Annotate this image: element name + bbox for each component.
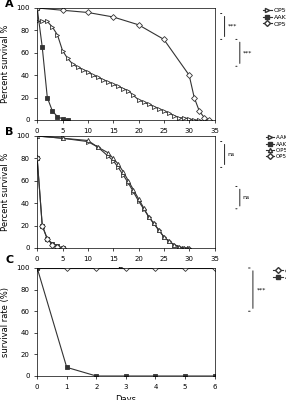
Text: B: B	[5, 127, 14, 137]
X-axis label: Day: Day	[118, 267, 134, 276]
Text: ns: ns	[228, 152, 235, 157]
Text: ***: ***	[243, 50, 252, 55]
Text: ***: ***	[257, 287, 266, 292]
Y-axis label: Percent survival %: Percent survival %	[1, 25, 11, 103]
Legend: OP50:AAK1=1:1, AAK1, OP50: OP50:AAK1=1:1, AAK1, OP50	[260, 6, 286, 29]
Text: C: C	[5, 255, 13, 265]
Text: ns: ns	[243, 195, 250, 200]
Legend: OP50, AAK1: OP50, AAK1	[271, 266, 286, 283]
Y-axis label: survival rate (%): survival rate (%)	[1, 287, 11, 357]
Text: A: A	[5, 0, 14, 9]
X-axis label: Day: Day	[118, 139, 134, 148]
X-axis label: Days: Days	[115, 395, 136, 400]
Y-axis label: Percent survival %: Percent survival %	[1, 153, 11, 231]
Text: ***: ***	[228, 24, 237, 29]
Legend: AAK1 65°C Heat-Killed, AAK1, OP50 65°C Heat-Killed, OP50: AAK1 65°C Heat-Killed, AAK1, OP50 65°C H…	[263, 133, 286, 161]
